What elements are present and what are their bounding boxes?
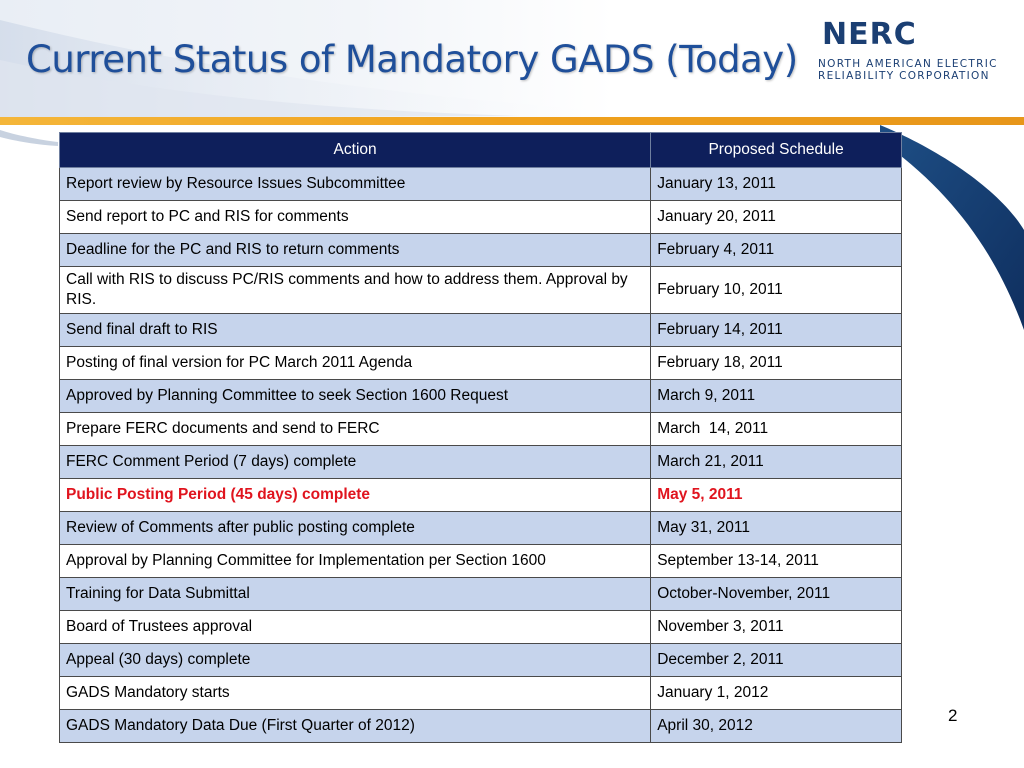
table-row: GADS Mandatory Data Due (First Quarter o…: [58, 709, 902, 743]
table-row: Board of Trustees approval November 3, 2…: [58, 610, 902, 644]
action-cell: Send final draft to RIS: [58, 313, 652, 347]
schedule-cell: March 21, 2011: [650, 445, 902, 479]
action-cell: Review of Comments after public posting …: [58, 511, 652, 545]
schedule-cell: February 10, 2011: [650, 266, 902, 314]
action-cell: Appeal (30 days) complete: [58, 643, 652, 677]
table-row: Posting of final version for PC March 20…: [58, 346, 902, 380]
slide-title: Current Status of Mandatory GADS (Today): [26, 38, 798, 81]
schedule-cell: January 13, 2011: [650, 167, 902, 201]
table-row: Send final draft to RIS February 14, 201…: [58, 313, 902, 347]
action-cell: FERC Comment Period (7 days) complete: [58, 445, 652, 479]
schedule-cell: November 3, 2011: [650, 610, 902, 644]
table-row: Deadline for the PC and RIS to return co…: [58, 233, 902, 267]
table-row: Send report to PC and RIS for comments J…: [58, 200, 902, 234]
gold-divider-bar: [0, 117, 1024, 125]
schedule-cell: January 1, 2012: [650, 676, 902, 710]
schedule-cell: February 18, 2011: [650, 346, 902, 380]
schedule-cell: February 14, 2011: [650, 313, 902, 347]
action-cell: Prepare FERC documents and send to FERC: [58, 412, 652, 446]
table-row: Call with RIS to discuss PC/RIS comments…: [58, 266, 902, 314]
action-cell: Posting of final version for PC March 20…: [58, 346, 652, 380]
schedule-cell: February 4, 2011: [650, 233, 902, 267]
table-row: Prepare FERC documents and send to FERC …: [58, 412, 902, 446]
logo-tagline-line1: NORTH AMERICAN ELECTRIC: [818, 58, 998, 70]
schedule-cell: January 20, 2011: [650, 200, 902, 234]
logo-tagline-line2: RELIABILITY CORPORATION: [818, 70, 990, 82]
schedule-cell: April 30, 2012: [650, 709, 902, 743]
action-cell: Public Posting Period (45 days) complete: [58, 478, 652, 512]
action-cell: Deadline for the PC and RIS to return co…: [58, 233, 652, 267]
table-row: Review of Comments after public posting …: [58, 511, 902, 545]
table-row: Training for Data Submittal October-Nove…: [58, 577, 902, 611]
action-cell: GADS Mandatory starts: [58, 676, 652, 710]
action-cell: Call with RIS to discuss PC/RIS comments…: [58, 266, 652, 314]
column-header-action: Action: [58, 132, 652, 168]
schedule-table: Action Proposed Schedule Report review b…: [58, 132, 902, 743]
column-header-schedule: Proposed Schedule: [650, 132, 902, 168]
schedule-cell: September 13-14, 2011: [650, 544, 902, 578]
table-row: FERC Comment Period (7 days) complete Ma…: [58, 445, 902, 479]
schedule-cell: December 2, 2011: [650, 643, 902, 677]
table-row-highlighted: Public Posting Period (45 days) complete…: [58, 478, 902, 512]
action-cell: Approval by Planning Committee for Imple…: [58, 544, 652, 578]
action-cell: Send report to PC and RIS for comments: [58, 200, 652, 234]
logo-wordmark: NERC: [822, 17, 917, 52]
schedule-cell: March 14, 2011: [650, 412, 902, 446]
table-row: Report review by Resource Issues Subcomm…: [58, 167, 902, 201]
schedule-cell: May 5, 2011: [650, 478, 902, 512]
schedule-cell: October-November, 2011: [650, 577, 902, 611]
table-row: Approved by Planning Committee to seek S…: [58, 379, 902, 413]
action-cell: GADS Mandatory Data Due (First Quarter o…: [58, 709, 652, 743]
page-number: 2: [948, 706, 958, 725]
action-cell: Approved by Planning Committee to seek S…: [58, 379, 652, 413]
table-row: Approval by Planning Committee for Imple…: [58, 544, 902, 578]
table-row: GADS Mandatory starts January 1, 2012: [58, 676, 902, 710]
schedule-cell: May 31, 2011: [650, 511, 902, 545]
nerc-logo: NERC NORTH AMERICAN ELECTRIC RELIABILITY…: [818, 20, 1018, 90]
action-cell: Training for Data Submittal: [58, 577, 652, 611]
schedule-cell: March 9, 2011: [650, 379, 902, 413]
table-header-row: Action Proposed Schedule: [58, 132, 902, 168]
table-row: Appeal (30 days) complete December 2, 20…: [58, 643, 902, 677]
action-cell: Board of Trustees approval: [58, 610, 652, 644]
action-cell: Report review by Resource Issues Subcomm…: [58, 167, 652, 201]
